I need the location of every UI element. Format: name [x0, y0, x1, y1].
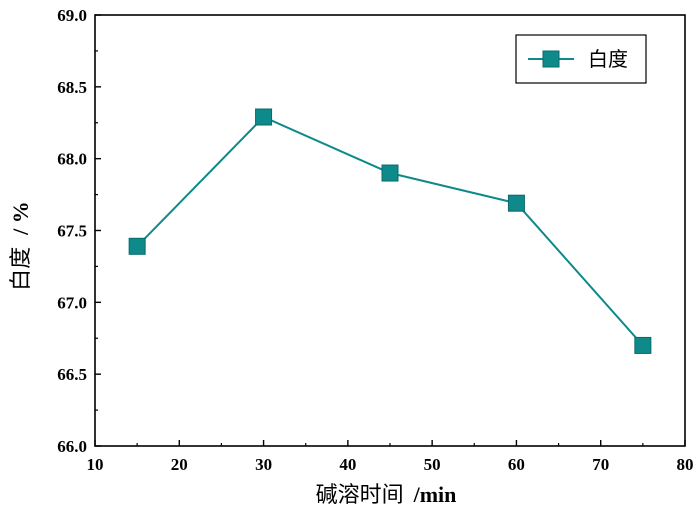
data-point-marker [381, 164, 399, 182]
x-axis-title: 碱溶时间 /min [316, 482, 457, 508]
x-tick-label: 40 [339, 455, 356, 474]
y-axis-ticks: 66.0 66.5 67.0 67.5 68.0 68.5 69.0 [57, 6, 101, 456]
y-tick-label: 67.0 [57, 293, 87, 312]
x-tick-label: 80 [677, 455, 694, 474]
series-layer [128, 108, 652, 354]
legend-entry-label: 白度 [588, 47, 628, 71]
data-point-marker [507, 194, 525, 212]
y-tick-label: 66.5 [57, 365, 87, 384]
legend: 白度 [515, 34, 647, 84]
x-tick-label: 20 [171, 455, 188, 474]
x-tick-label: 70 [592, 455, 609, 474]
plot-frame [94, 14, 686, 447]
legend-marker-swatch [542, 50, 560, 68]
y-tick-label: 67.5 [57, 222, 87, 241]
x-tick-label: 60 [508, 455, 525, 474]
data-point-marker [255, 108, 273, 126]
y-tick-label: 66.0 [57, 437, 87, 456]
y-axis-label: 白度 [9, 247, 34, 291]
x-axis-unit: /min [413, 482, 457, 507]
y-axis-title: 白度 / % [8, 201, 34, 291]
y-tick-label: 69.0 [57, 6, 87, 25]
x-axis-ticks: 10 20 30 40 50 60 70 80 [87, 440, 694, 474]
series-line [136, 115, 644, 347]
legend-box [515, 34, 647, 84]
y-tick-label: 68.5 [57, 78, 87, 97]
data-point-marker [634, 336, 652, 354]
y-axis-unit: / % [8, 201, 33, 236]
x-axis-label: 碱溶时间 [316, 483, 404, 508]
y-tick-label: 68.0 [57, 150, 87, 169]
x-tick-label: 30 [255, 455, 272, 474]
x-tick-label: 50 [424, 455, 441, 474]
x-tick-label: 10 [87, 455, 104, 474]
data-point-marker [128, 237, 146, 255]
svg-text:白度 / %: 白度 / % [8, 201, 34, 291]
